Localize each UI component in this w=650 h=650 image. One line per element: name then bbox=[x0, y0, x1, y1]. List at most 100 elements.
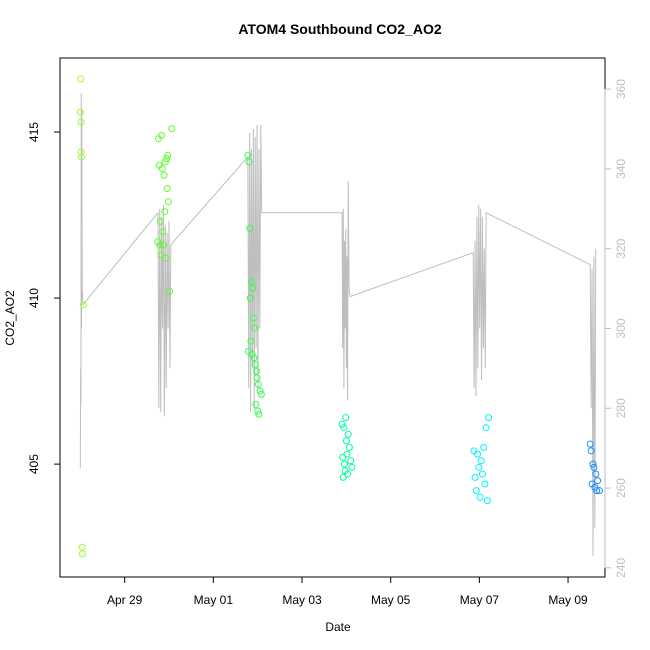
data-point bbox=[592, 470, 600, 478]
data-point bbox=[78, 543, 86, 551]
data-point bbox=[589, 460, 597, 468]
y2-tick-label: 360 bbox=[614, 79, 628, 99]
x-tick-label: May 07 bbox=[460, 593, 500, 607]
data-point bbox=[158, 131, 166, 139]
data-point bbox=[339, 453, 347, 461]
y-tick-label: 410 bbox=[27, 288, 41, 308]
data-point bbox=[249, 284, 257, 292]
data-point bbox=[594, 477, 602, 485]
data-point bbox=[161, 158, 169, 166]
data-point bbox=[593, 487, 601, 495]
data-point bbox=[77, 118, 85, 126]
data-point bbox=[342, 437, 350, 445]
data-point bbox=[590, 463, 598, 471]
y2-tick-label: 320 bbox=[614, 238, 628, 258]
data-point bbox=[78, 550, 86, 558]
data-point bbox=[159, 228, 167, 236]
data-point bbox=[162, 254, 170, 262]
data-point bbox=[166, 287, 174, 295]
data-point bbox=[164, 198, 172, 206]
data-point bbox=[163, 184, 171, 192]
data-point bbox=[483, 497, 491, 505]
data-point bbox=[345, 443, 353, 451]
y2-tick-label: 260 bbox=[614, 478, 628, 498]
y-axis-label: CO2_AO2 bbox=[3, 290, 17, 346]
data-point bbox=[254, 407, 262, 415]
data-point bbox=[163, 155, 171, 163]
data-point bbox=[156, 241, 164, 249]
data-point bbox=[250, 354, 258, 362]
data-point bbox=[161, 208, 169, 216]
data-point bbox=[587, 447, 595, 455]
y2-tick-label: 340 bbox=[614, 159, 628, 179]
x-axis-label: Date bbox=[325, 620, 351, 634]
data-point bbox=[251, 360, 259, 368]
data-point bbox=[77, 75, 85, 83]
data-point bbox=[247, 337, 255, 345]
y2-tick-label: 240 bbox=[614, 557, 628, 577]
data-point bbox=[244, 151, 252, 159]
data-point bbox=[472, 487, 480, 495]
x-tick-label: May 01 bbox=[194, 593, 234, 607]
data-point bbox=[482, 424, 490, 432]
data-point bbox=[159, 241, 167, 249]
data-point bbox=[249, 314, 257, 322]
x-tick-label: May 03 bbox=[282, 593, 322, 607]
data-point bbox=[338, 420, 346, 428]
data-point bbox=[471, 473, 479, 481]
y-tick-label: 415 bbox=[27, 122, 41, 142]
data-point bbox=[342, 414, 350, 422]
data-point bbox=[158, 165, 166, 173]
data-point bbox=[478, 470, 486, 478]
data-point bbox=[343, 450, 351, 458]
data-point bbox=[255, 410, 263, 418]
data-point bbox=[481, 480, 489, 488]
data-point bbox=[348, 463, 356, 471]
data-line bbox=[79, 93, 597, 556]
data-point bbox=[257, 390, 265, 398]
data-point bbox=[164, 151, 172, 159]
y-tick-label: 405 bbox=[27, 454, 41, 474]
y2-tick-label: 300 bbox=[614, 318, 628, 338]
data-point bbox=[246, 224, 254, 232]
data-point bbox=[79, 301, 87, 309]
data-point bbox=[475, 463, 483, 471]
data-point bbox=[340, 424, 348, 432]
data-point bbox=[252, 400, 260, 408]
data-point bbox=[246, 294, 254, 302]
data-point bbox=[480, 443, 488, 451]
data-point bbox=[248, 351, 256, 359]
data-point bbox=[254, 380, 262, 388]
data-point bbox=[344, 430, 352, 438]
x-tick-label: May 05 bbox=[371, 593, 411, 607]
data-point bbox=[168, 125, 176, 133]
data-point bbox=[253, 374, 261, 382]
data-point bbox=[339, 473, 347, 481]
data-point bbox=[76, 108, 84, 116]
data-point bbox=[477, 457, 485, 465]
data-point bbox=[347, 457, 355, 465]
data-point bbox=[156, 218, 164, 226]
data-point bbox=[341, 460, 349, 468]
data-point bbox=[256, 387, 264, 395]
data-point bbox=[160, 171, 168, 179]
data-point bbox=[485, 414, 493, 422]
data-point bbox=[586, 440, 594, 448]
data-point bbox=[77, 148, 85, 156]
data-point bbox=[154, 238, 162, 246]
data-point bbox=[252, 367, 260, 375]
data-point bbox=[78, 153, 86, 161]
x-tick-label: Apr 29 bbox=[107, 593, 143, 607]
data-point bbox=[474, 450, 482, 458]
x-tick-label: May 09 bbox=[548, 593, 588, 607]
data-point bbox=[245, 158, 253, 166]
y2-tick-label: 280 bbox=[614, 398, 628, 418]
chart-title: ATOM4 Southbound CO2_AO2 bbox=[238, 21, 441, 37]
data-point bbox=[595, 487, 603, 495]
data-point bbox=[344, 470, 352, 478]
data-point bbox=[248, 277, 256, 285]
data-point bbox=[251, 324, 259, 332]
data-point bbox=[476, 493, 484, 501]
data-point bbox=[591, 483, 599, 491]
